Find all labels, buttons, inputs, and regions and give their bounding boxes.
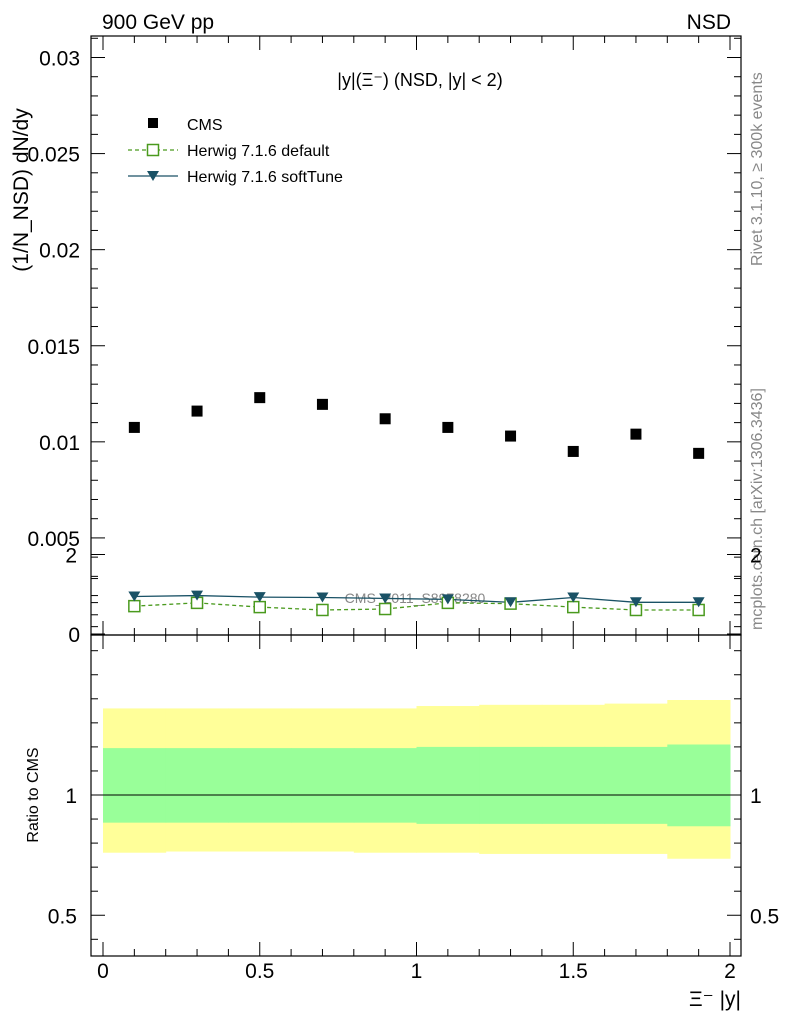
herwig-softtune-point — [504, 597, 517, 608]
ratio-ticks — [91, 554, 741, 956]
main-y-tick-label: 0.01 — [39, 432, 80, 455]
ratio-band-green — [416, 746, 480, 824]
legend-cms-label: CMS — [187, 117, 223, 134]
ratio-bands — [103, 700, 731, 859]
cms-data-point — [128, 421, 140, 433]
ratio-panel: 0.5 0.5 1 1 2 2 0 0.5 1 1.5 2 Ratio to CMS Ξ⁻ |y| — [25, 545, 779, 1012]
herwig-softtune-point — [128, 591, 141, 602]
ratio-band-green — [228, 748, 292, 823]
ratio-band-green — [353, 748, 417, 823]
ratio-y-tick-label-right: 0.5 — [750, 905, 779, 928]
ratio-band-green — [165, 748, 229, 823]
main-ticks — [91, 36, 741, 635]
herwig-softtune-point — [191, 590, 204, 601]
cms-data-point — [505, 430, 517, 442]
main-y-tick-label: 0.005 — [27, 528, 80, 551]
cms-data-point — [693, 447, 705, 459]
legend: CMS Herwig 7.1.6 default Herwig 7.1.6 so… — [128, 117, 343, 186]
main-y-axis-label: (1/N_NSD) dN/dy — [10, 108, 33, 272]
ratio-y-tick-label: 1 — [65, 785, 77, 808]
mcplots-text: mcplots.cern.ch [arXiv:1306.3436] — [749, 388, 766, 630]
ratio-y-tick-label-right: 1 — [750, 785, 762, 808]
herwig-default-point — [567, 600, 580, 614]
herwig-softtune-point — [629, 597, 642, 608]
cms-data-point — [630, 428, 642, 440]
rivet-version-text: Rivet 3.1.10, ≥ 300k events — [749, 72, 766, 266]
header-right: NSD — [687, 11, 731, 34]
x-tick-label: 1 — [411, 960, 423, 983]
series-line-1 — [134, 602, 699, 611]
herwig-softtune-point — [253, 592, 266, 603]
main-y-tick-labels: 0 0.005 0.01 0.015 0.02 0.025 0.03 — [27, 48, 80, 648]
legend-softtune-marker — [147, 171, 159, 181]
main-y-tick-label: 0.02 — [39, 240, 80, 263]
herwig-default-point — [253, 600, 266, 614]
ratio-band-green — [541, 746, 606, 824]
cms-data-point — [379, 413, 391, 425]
legend-softtune-label: Herwig 7.1.6 softTune — [187, 169, 343, 186]
x-tick-labels: 0 0.5 1 1.5 2 — [97, 960, 736, 983]
legend-cms-marker — [148, 118, 158, 128]
x-tick-label: 2 — [724, 960, 736, 983]
herwig-default-point — [128, 599, 141, 613]
main-y-tick-label: 0.03 — [39, 48, 80, 71]
ratio-band-green — [291, 748, 355, 823]
cms-data-point — [442, 421, 454, 433]
series-markers — [128, 392, 705, 617]
herwig-default-point — [378, 602, 392, 616]
ratio-band-green — [103, 748, 167, 823]
x-tick-label: 0.5 — [245, 960, 274, 983]
x-tick-label: 1.5 — [559, 960, 588, 983]
herwig-softtune-point — [316, 592, 329, 603]
main-y-tick-label: 0.015 — [27, 336, 80, 359]
main-y-tick-label: 0.025 — [27, 144, 80, 167]
herwig-softtune-point — [379, 593, 392, 604]
herwig-softtune-point — [692, 597, 705, 608]
legend-default-marker — [146, 143, 160, 157]
ratio-y-tick-label-right: 2 — [750, 545, 762, 568]
ratio-y-axis-label: Ratio to CMS — [25, 747, 42, 842]
ratio-y-tick-label: 2 — [65, 545, 77, 568]
x-axis-label: Ξ⁻ |y| — [689, 988, 741, 1011]
x-tick-label: 0 — [97, 960, 109, 983]
series-lines — [134, 594, 699, 611]
main-plot-title: |y|(Ξ⁻) (NSD, |y| < 2) — [337, 70, 502, 90]
series-line-2 — [134, 594, 699, 603]
cms-data-point — [254, 392, 266, 404]
cms-data-point — [191, 405, 203, 417]
ratio-y-tick-label: 0.5 — [48, 905, 77, 928]
legend-default-label: Herwig 7.1.6 default — [187, 143, 330, 160]
ratio-plot-frame — [90, 634, 742, 957]
main-y-tick-label: 0 — [68, 624, 80, 647]
ratio-band-green — [479, 746, 543, 824]
herwig-softtune-point — [567, 592, 580, 603]
ratio-band-green — [604, 746, 668, 824]
cms-data-point — [316, 398, 328, 410]
header-left: 900 GeV pp — [102, 11, 214, 34]
ratio-band-green — [667, 744, 731, 827]
herwig-softtune-point — [441, 594, 454, 605]
herwig-default-point — [316, 603, 329, 617]
cms-data-point — [567, 445, 579, 457]
ratio-y-tick-labels: 0.5 0.5 1 1 2 2 — [48, 545, 779, 929]
